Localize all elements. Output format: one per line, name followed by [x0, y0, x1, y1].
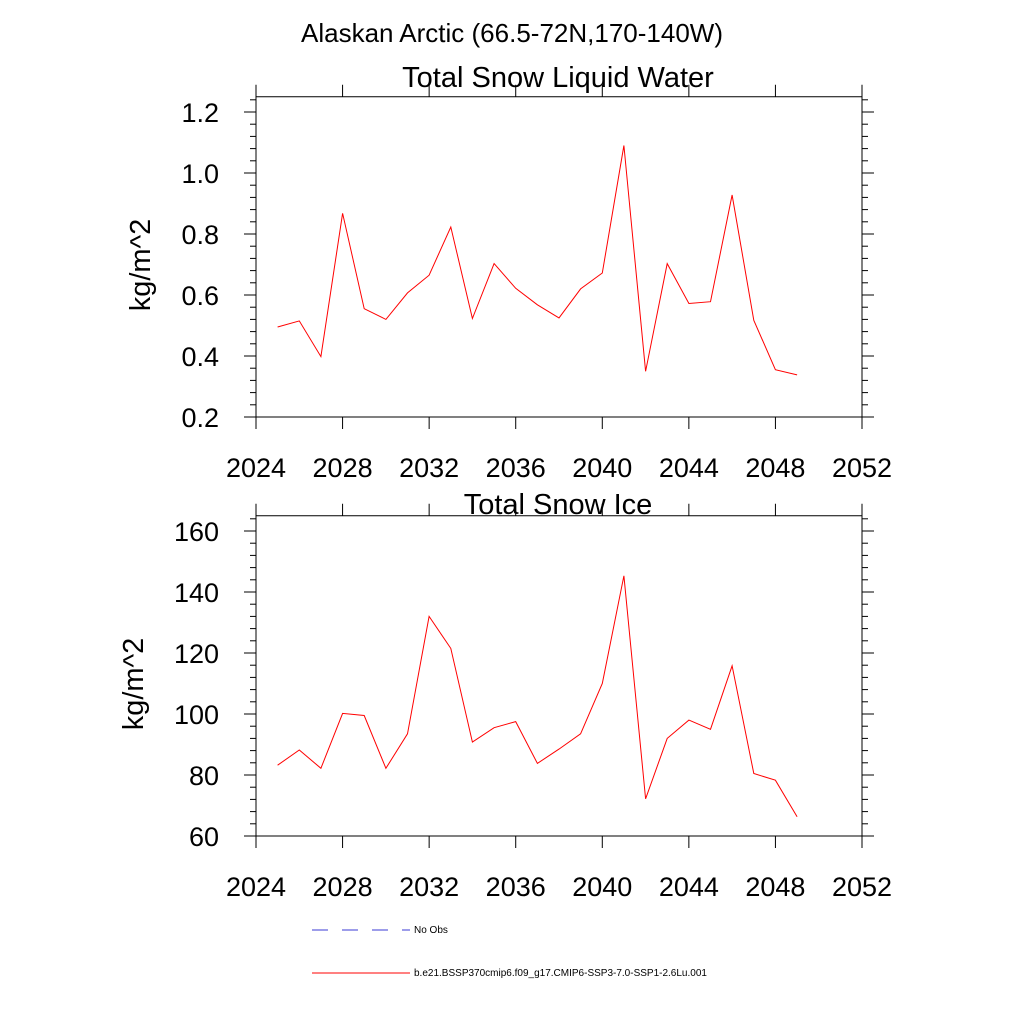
plot-axes	[255, 96, 863, 418]
y-tick-label: 160	[174, 517, 219, 547]
panel-title: Total Snow Liquid Water	[402, 62, 714, 94]
plot-axes	[255, 515, 863, 837]
x-tick-label: 2052	[832, 872, 892, 902]
y-tick-label: 60	[189, 822, 219, 852]
x-tick-label: 2036	[486, 872, 546, 902]
x-tick-label: 2024	[226, 872, 286, 902]
x-tick-label: 2048	[745, 872, 805, 902]
y-tick-label: 120	[174, 639, 219, 669]
legend-model-label: b.e21.BSSP370cmip6.f09_g17.CMIP6-SSP3-7.…	[414, 968, 707, 979]
main-title: Alaskan Arctic (66.5-72N,170-140W)	[301, 18, 723, 48]
x-tick-label: 2028	[313, 453, 373, 483]
y-tick-label: 0.4	[181, 342, 219, 372]
plot-frame	[255, 96, 863, 418]
legend: No Obs b.e21.BSSP370cmip6.f09_g17.CMIP6-…	[312, 925, 707, 979]
data-series	[277, 575, 798, 818]
x-tick-label: 2052	[832, 453, 892, 483]
x-tick-label: 2044	[659, 872, 719, 902]
x-tick-label: 2032	[399, 453, 459, 483]
plot-frame	[255, 515, 863, 837]
x-tick-label: 2024	[226, 453, 286, 483]
x-tick-label: 2040	[572, 453, 632, 483]
y-tick-label: 100	[174, 700, 219, 730]
y-tick-label: 80	[189, 761, 219, 791]
series-line	[277, 575, 798, 818]
tick-labels: 2024 2028 2032 2036 2040 2044 2048 2052 60 80 100 1…	[174, 517, 892, 902]
y-tick-label: 140	[174, 578, 219, 608]
y-axis-label: kg/m^2	[125, 219, 157, 312]
x-tick-label: 2040	[572, 872, 632, 902]
tick-labels: 2024 2028 2032 2036 2040 2044 2048 2052 0.2 0.4 0.…	[181, 98, 892, 483]
legend-obs-label: No Obs	[414, 925, 448, 936]
x-tick-label: 2028	[313, 872, 373, 902]
x-tick-label: 2032	[399, 872, 459, 902]
x-tick-label: 2048	[745, 453, 805, 483]
y-tick-label: 0.6	[181, 281, 219, 311]
y-axis-label: kg/m^2	[118, 638, 150, 731]
series-line	[277, 145, 798, 376]
y-tick-label: 0.8	[181, 220, 219, 250]
snow-liquid-water-panel: Total Snow Liquid Water kg/m^2 2024 2028 2…	[125, 62, 892, 483]
snow-ice-panel: Total Snow Ice kg/m^2 2024 2028 2032 2036 20…	[118, 489, 892, 902]
data-series	[277, 145, 798, 376]
y-tick-label: 1.0	[181, 159, 219, 189]
y-tick-label: 0.2	[181, 403, 219, 433]
x-tick-label: 2036	[486, 453, 546, 483]
y-tick-label: 1.2	[181, 98, 219, 128]
tick-marks	[244, 503, 874, 848]
tick-marks	[244, 84, 874, 429]
x-tick-label: 2044	[659, 453, 719, 483]
